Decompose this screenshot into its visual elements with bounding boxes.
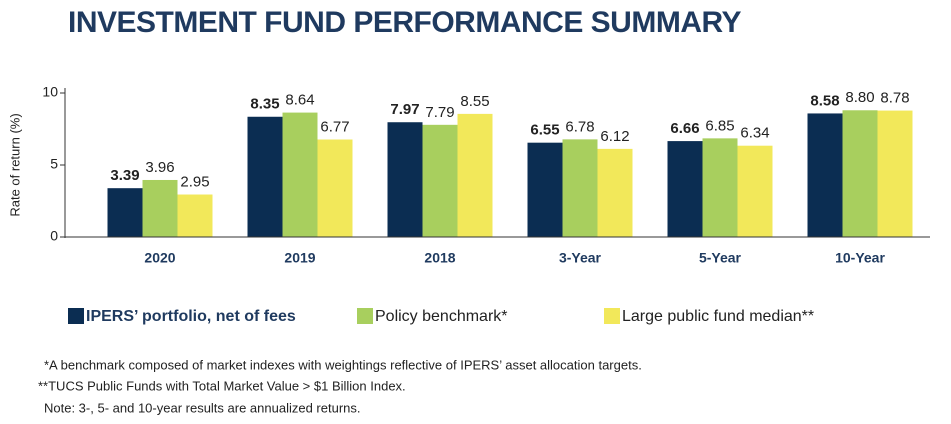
x-tick-label: 2019 <box>284 250 315 266</box>
value-label: 6.78 <box>565 118 594 135</box>
bar <box>317 139 353 237</box>
bar <box>387 122 423 237</box>
bar <box>702 138 738 237</box>
value-label: 2.95 <box>180 173 209 190</box>
value-label: 8.64 <box>285 92 314 109</box>
footnote: Note: 3-, 5- and 10-year results are ann… <box>44 400 361 415</box>
value-label: 7.79 <box>425 104 454 121</box>
x-tick-label: 5-Year <box>699 250 742 266</box>
bar <box>807 113 843 237</box>
bar <box>457 113 493 237</box>
value-label: 8.80 <box>845 89 874 106</box>
x-tick-label: 3-Year <box>559 250 602 266</box>
bar <box>142 179 178 237</box>
value-label: 3.39 <box>110 167 139 184</box>
x-tick-label: 10-Year <box>835 250 885 266</box>
legend-label: Policy benchmark* <box>375 308 508 325</box>
bar <box>667 141 703 237</box>
bar <box>562 139 598 237</box>
bar <box>597 148 633 237</box>
y-tick-label: 5 <box>50 156 58 172</box>
bar <box>842 110 878 237</box>
value-label: 8.58 <box>810 92 839 109</box>
bar <box>282 112 318 237</box>
value-label: 8.78 <box>880 90 909 107</box>
legend-swatch <box>357 308 373 324</box>
value-label: 6.85 <box>705 117 734 134</box>
y-tick-label: 0 <box>50 228 58 244</box>
x-tick-label: 2020 <box>144 250 175 266</box>
value-label: 8.55 <box>460 93 489 110</box>
footnote: **TUCS Public Funds with Total Market Va… <box>38 378 406 393</box>
bar <box>107 188 143 237</box>
legend-label: Large public fund median** <box>622 308 814 325</box>
y-axis-label: Rate of return (%) <box>7 113 22 216</box>
legend-swatch <box>604 308 620 324</box>
value-label: 3.96 <box>145 159 174 176</box>
legend-swatch <box>68 308 84 324</box>
value-label: 6.34 <box>740 125 769 142</box>
chart-title: INVESTMENT FUND PERFORMANCE SUMMARY <box>68 6 742 39</box>
bar <box>527 142 563 237</box>
value-label: 7.97 <box>390 101 419 118</box>
bar <box>737 145 773 237</box>
legend-label: IPERS’ portfolio, net of fees <box>86 308 296 325</box>
value-label: 6.66 <box>670 120 699 137</box>
bar <box>422 124 458 237</box>
footnote: *A benchmark composed of market indexes … <box>44 357 642 372</box>
bar <box>247 116 283 237</box>
bar <box>877 110 913 237</box>
value-label: 6.12 <box>600 128 629 145</box>
bar <box>177 194 213 237</box>
value-label: 6.77 <box>320 118 349 135</box>
x-tick-label: 2018 <box>424 250 455 266</box>
y-tick-label: 10 <box>42 84 58 100</box>
value-label: 6.55 <box>530 122 559 139</box>
value-label: 8.35 <box>250 96 279 113</box>
